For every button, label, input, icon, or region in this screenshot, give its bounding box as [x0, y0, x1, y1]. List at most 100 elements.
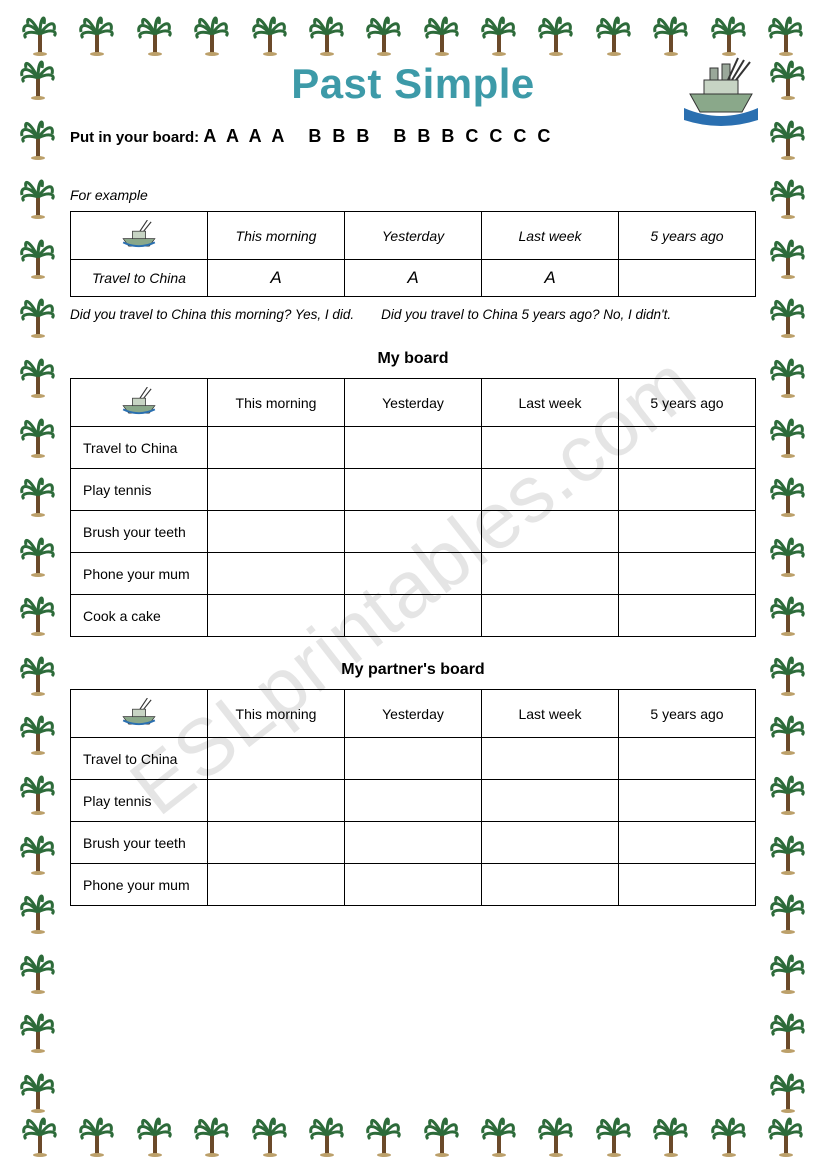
my-board-title: My board — [70, 350, 756, 368]
cell — [619, 822, 756, 864]
col-header: This morning — [208, 690, 345, 738]
palm-icon — [422, 12, 462, 56]
palm-icon — [768, 1009, 808, 1053]
table-row: This morning Yesterday Last week 5 years… — [71, 379, 756, 427]
row-label: Brush your teeth — [71, 822, 208, 864]
example-label: For example — [70, 187, 756, 203]
example-sentences: Did you travel to China this morning? Ye… — [70, 307, 756, 322]
table-row: Play tennis — [71, 469, 756, 511]
palm-icon — [18, 592, 58, 636]
palm-icon — [768, 235, 808, 279]
table-row: Cook a cake — [71, 595, 756, 637]
palm-icon — [18, 771, 58, 815]
ship-cell — [71, 212, 208, 260]
cell — [619, 780, 756, 822]
cell — [208, 595, 345, 637]
ship-icon — [120, 698, 158, 726]
col-header: Yesterday — [345, 379, 482, 427]
palm-icon — [192, 1113, 232, 1157]
palm-icon — [768, 890, 808, 934]
palm-icon — [18, 56, 58, 100]
ship-icon — [120, 220, 158, 248]
cell — [345, 469, 482, 511]
my-board-table: This morning Yesterday Last week 5 years… — [70, 378, 756, 637]
table-row: This morning Yesterday Last week 5 years… — [71, 690, 756, 738]
palm-icon — [536, 12, 576, 56]
cell — [619, 738, 756, 780]
cell — [208, 864, 345, 906]
palm-icon — [709, 1113, 749, 1157]
palm-icon — [768, 116, 808, 160]
row-label: Play tennis — [71, 780, 208, 822]
palm-icon — [768, 56, 808, 100]
cell — [482, 780, 619, 822]
cell — [345, 738, 482, 780]
cell — [482, 511, 619, 553]
cell — [482, 469, 619, 511]
col-header: 5 years ago — [619, 690, 756, 738]
palm-icon — [18, 473, 58, 517]
title-row: Past Simple — [70, 60, 756, 108]
palm-icon — [479, 1113, 519, 1157]
palm-icon — [768, 711, 808, 755]
palm-icon — [18, 354, 58, 398]
table-row: Phone your mum — [71, 864, 756, 906]
palm-icon — [250, 1113, 290, 1157]
palm-icon — [364, 12, 404, 56]
partner-board-table: This morning Yesterday Last week 5 years… — [70, 689, 756, 906]
palm-icon — [20, 12, 60, 56]
cell — [619, 469, 756, 511]
palm-icon — [18, 652, 58, 696]
col-header: 5 years ago — [619, 212, 756, 260]
palm-icon — [18, 831, 58, 875]
cell — [345, 822, 482, 864]
palm-icon — [135, 1113, 175, 1157]
palm-icon — [768, 1069, 808, 1113]
palm-icon — [77, 12, 117, 56]
palm-icon — [18, 1009, 58, 1053]
cell — [345, 595, 482, 637]
instructions: Put in your board: A A A A B B B B B B C… — [70, 126, 756, 147]
palm-icon — [77, 1113, 117, 1157]
partner-board-title: My partner's board — [70, 661, 756, 679]
cell — [345, 780, 482, 822]
cell — [619, 511, 756, 553]
table-row: This morning Yesterday Last week 5 years… — [71, 212, 756, 260]
cell — [208, 780, 345, 822]
palm-icon — [18, 950, 58, 994]
col-header: Last week — [482, 690, 619, 738]
row-label: Travel to China — [71, 738, 208, 780]
table-row: Play tennis — [71, 780, 756, 822]
palm-icon — [768, 652, 808, 696]
ship-cell — [71, 690, 208, 738]
cell — [345, 553, 482, 595]
palm-icon — [307, 1113, 347, 1157]
ship-icon — [676, 52, 766, 132]
cell — [482, 427, 619, 469]
cell — [619, 595, 756, 637]
ship-cell — [71, 379, 208, 427]
cell — [482, 822, 619, 864]
cell — [208, 469, 345, 511]
cell-value: A — [482, 260, 619, 297]
palm-icon — [768, 294, 808, 338]
palm-icon — [709, 12, 749, 56]
palm-icon — [307, 12, 347, 56]
cell — [208, 822, 345, 864]
palm-icon — [192, 12, 232, 56]
instructions-prefix: Put in your board: — [70, 129, 199, 146]
palm-icon — [766, 1113, 806, 1157]
cell — [345, 864, 482, 906]
palm-icon — [18, 294, 58, 338]
col-header: Yesterday — [345, 212, 482, 260]
col-header: Last week — [482, 212, 619, 260]
palm-icon — [18, 235, 58, 279]
col-header: Yesterday — [345, 690, 482, 738]
palm-icon — [364, 1113, 404, 1157]
cell — [208, 553, 345, 595]
table-row: Travel to China A A A — [71, 260, 756, 297]
palm-icon — [18, 414, 58, 458]
cell — [619, 864, 756, 906]
cell — [482, 864, 619, 906]
col-header: This morning — [208, 379, 345, 427]
